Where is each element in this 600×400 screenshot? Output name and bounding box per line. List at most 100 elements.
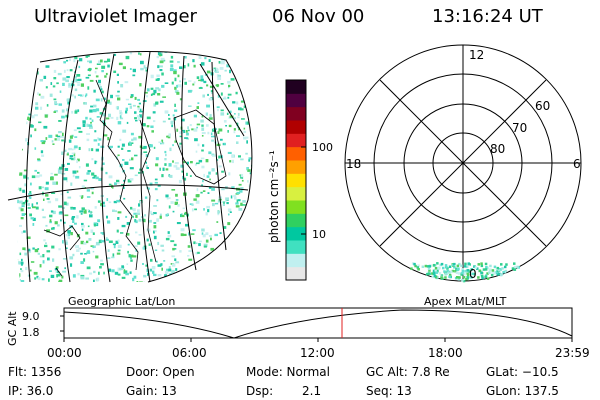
uv-speckle (218, 165, 222, 168)
uv-speckle (93, 139, 98, 142)
coastline (43, 79, 227, 277)
uv-speckle (451, 269, 455, 273)
uv-speckle (92, 109, 97, 113)
uv-speckle (468, 270, 471, 273)
uv-speckle (145, 67, 147, 70)
uv-speckle (440, 274, 444, 277)
uv-speckle (500, 263, 503, 266)
uv-speckle (201, 165, 205, 169)
uv-speckle (139, 53, 142, 56)
uv-speckle (137, 241, 141, 245)
uv-speckle (150, 87, 154, 90)
uv-speckle (127, 243, 130, 246)
uv-speckle (146, 125, 150, 128)
mlt-label-18: 18 (346, 157, 361, 171)
uv-speckle (482, 276, 486, 279)
uv-speckle (236, 199, 239, 203)
uv-speckle (64, 214, 69, 217)
uv-speckle (174, 162, 179, 165)
uv-speckle (182, 129, 186, 133)
uv-speckle (76, 215, 79, 219)
uv-speckle (127, 250, 129, 254)
uv-speckle (44, 244, 48, 248)
uv-speckle (186, 161, 189, 165)
uv-speckle (136, 115, 140, 118)
uv-speckle (64, 241, 68, 245)
uv-speckle (129, 142, 132, 145)
uv-speckle (156, 74, 160, 78)
uv-speckle (230, 195, 233, 199)
uv-speckle (238, 183, 242, 186)
uv-speckle (61, 115, 65, 119)
uv-speckle (28, 249, 32, 253)
uv-speckle (237, 112, 240, 116)
uv-speckle (201, 184, 203, 187)
uv-speckle (102, 112, 106, 117)
uv-speckle (69, 69, 73, 72)
uv-speckle (62, 258, 67, 260)
uv-speckle (55, 266, 59, 269)
uv-speckle (96, 277, 100, 281)
uv-speckle (90, 121, 92, 124)
uv-speckle (133, 212, 137, 215)
uv-speckle (118, 62, 123, 66)
uv-speckle (93, 89, 96, 93)
uv-speckle (151, 130, 154, 133)
uv-speckle (174, 103, 176, 107)
timeline-left-title: Geographic Lat/Lon (68, 295, 175, 308)
uv-speckle (172, 114, 175, 117)
uv-speckle (37, 248, 40, 250)
uv-speckle (188, 258, 193, 261)
uv-speckle (200, 75, 204, 79)
uv-speckle (117, 90, 120, 93)
uv-speckle (155, 87, 160, 90)
uv-speckle (240, 189, 243, 193)
uv-speckle (120, 112, 123, 115)
uv-speckle (95, 241, 100, 246)
uv-speckle (160, 57, 165, 61)
uv-speckle (462, 270, 465, 273)
uv-speckle (130, 132, 134, 136)
uv-speckle (91, 148, 94, 152)
uv-speckle (87, 60, 90, 63)
uv-speckle (227, 93, 232, 96)
uv-speckle (161, 142, 165, 145)
uv-speckle (196, 123, 201, 126)
uv-speckle (137, 209, 140, 213)
uv-speckle (131, 157, 134, 161)
uv-speckle (201, 132, 206, 135)
uv-speckle (129, 271, 132, 274)
uv-speckle (193, 241, 196, 245)
uv-speckle (165, 237, 170, 241)
uv-speckle (43, 239, 46, 242)
uv-speckle (161, 267, 163, 271)
uv-speckle (168, 133, 171, 137)
colorbar-swatch (286, 120, 306, 134)
uv-speckle (66, 108, 68, 112)
gc-altitude: GC Alt: 7.8 Re (366, 365, 450, 379)
uv-speckle (193, 64, 196, 68)
uv-speckle (100, 98, 103, 102)
uv-speckle (228, 84, 231, 87)
uv-speckle (236, 135, 240, 137)
uv-speckle (227, 208, 232, 212)
uv-speckle (208, 117, 213, 120)
uv-speckle (119, 267, 123, 271)
uv-speckle (201, 135, 204, 137)
uv-speckle (476, 267, 479, 270)
uv-speckle (192, 83, 195, 86)
uv-speckle (201, 228, 205, 232)
uv-speckle (175, 199, 179, 201)
uv-speckle (209, 178, 211, 181)
uv-speckle (82, 94, 84, 97)
uv-speckle (117, 249, 121, 252)
uv-speckle (159, 167, 161, 171)
uv-speckle (178, 179, 182, 184)
uv-speckle (94, 130, 97, 133)
colorbar-swatch (286, 226, 306, 241)
uv-speckle (16, 199, 19, 204)
uv-speckle (466, 272, 469, 275)
uv-speckle (88, 238, 92, 241)
uv-speckle (180, 214, 182, 218)
